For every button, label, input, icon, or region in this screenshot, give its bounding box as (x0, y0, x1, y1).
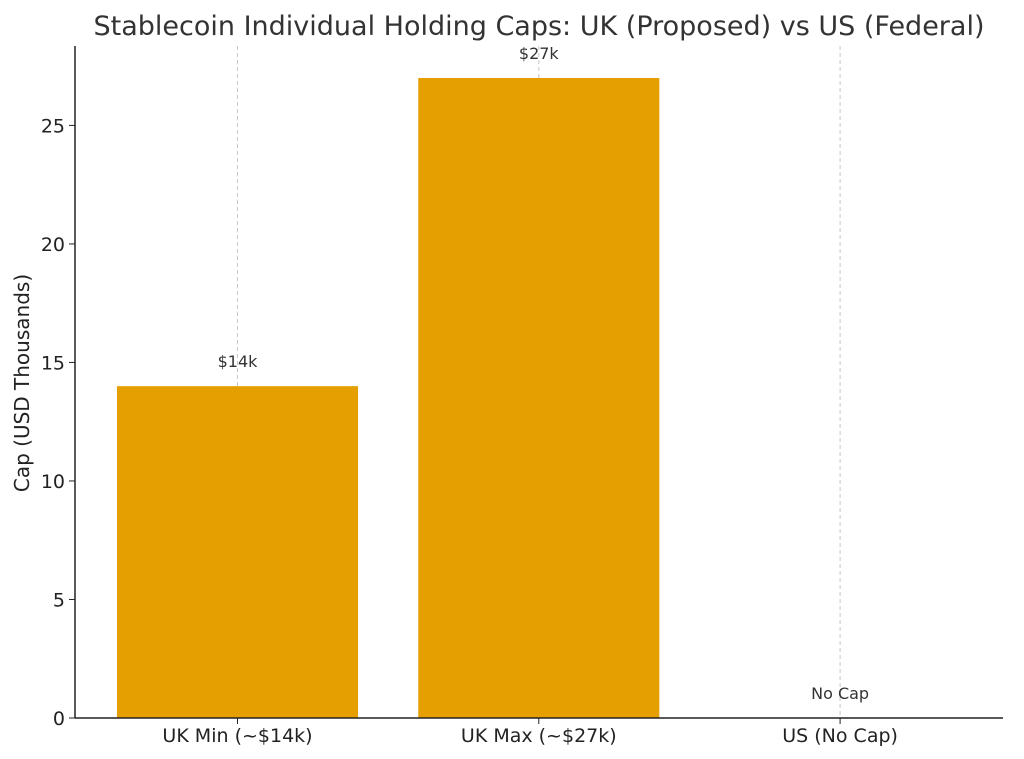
bar-1 (418, 78, 660, 718)
y-tick-label-3: 15 (41, 352, 65, 374)
bars (116, 78, 660, 718)
data-label-0: $14k (218, 352, 259, 371)
x-tick-label-2: US (No Cap) (782, 725, 898, 747)
y-tick-label-0: 0 (53, 708, 65, 730)
data-labels: $14k $27k No Cap (218, 44, 869, 703)
chart-title: Stablecoin Individual Holding Caps: UK (… (94, 11, 985, 42)
data-label-2: No Cap (811, 684, 869, 703)
y-axis-label: Cap (USD Thousands) (10, 274, 34, 492)
bar-0 (116, 386, 359, 718)
x-ticks: UK Min (~$14k) UK Max (~$27k) US (No Cap) (162, 718, 898, 747)
y-tick-label-1: 5 (53, 589, 65, 611)
data-label-1: $27k (519, 44, 560, 63)
x-tick-label-1: UK Max (~$27k) (461, 725, 617, 747)
y-tick-label-2: 10 (41, 471, 65, 493)
y-tick-label-5: 25 (41, 115, 65, 137)
y-tick-label-4: 20 (41, 234, 65, 256)
y-ticks: 0 5 10 15 20 25 (41, 115, 75, 730)
x-tick-label-0: UK Min (~$14k) (162, 725, 312, 747)
